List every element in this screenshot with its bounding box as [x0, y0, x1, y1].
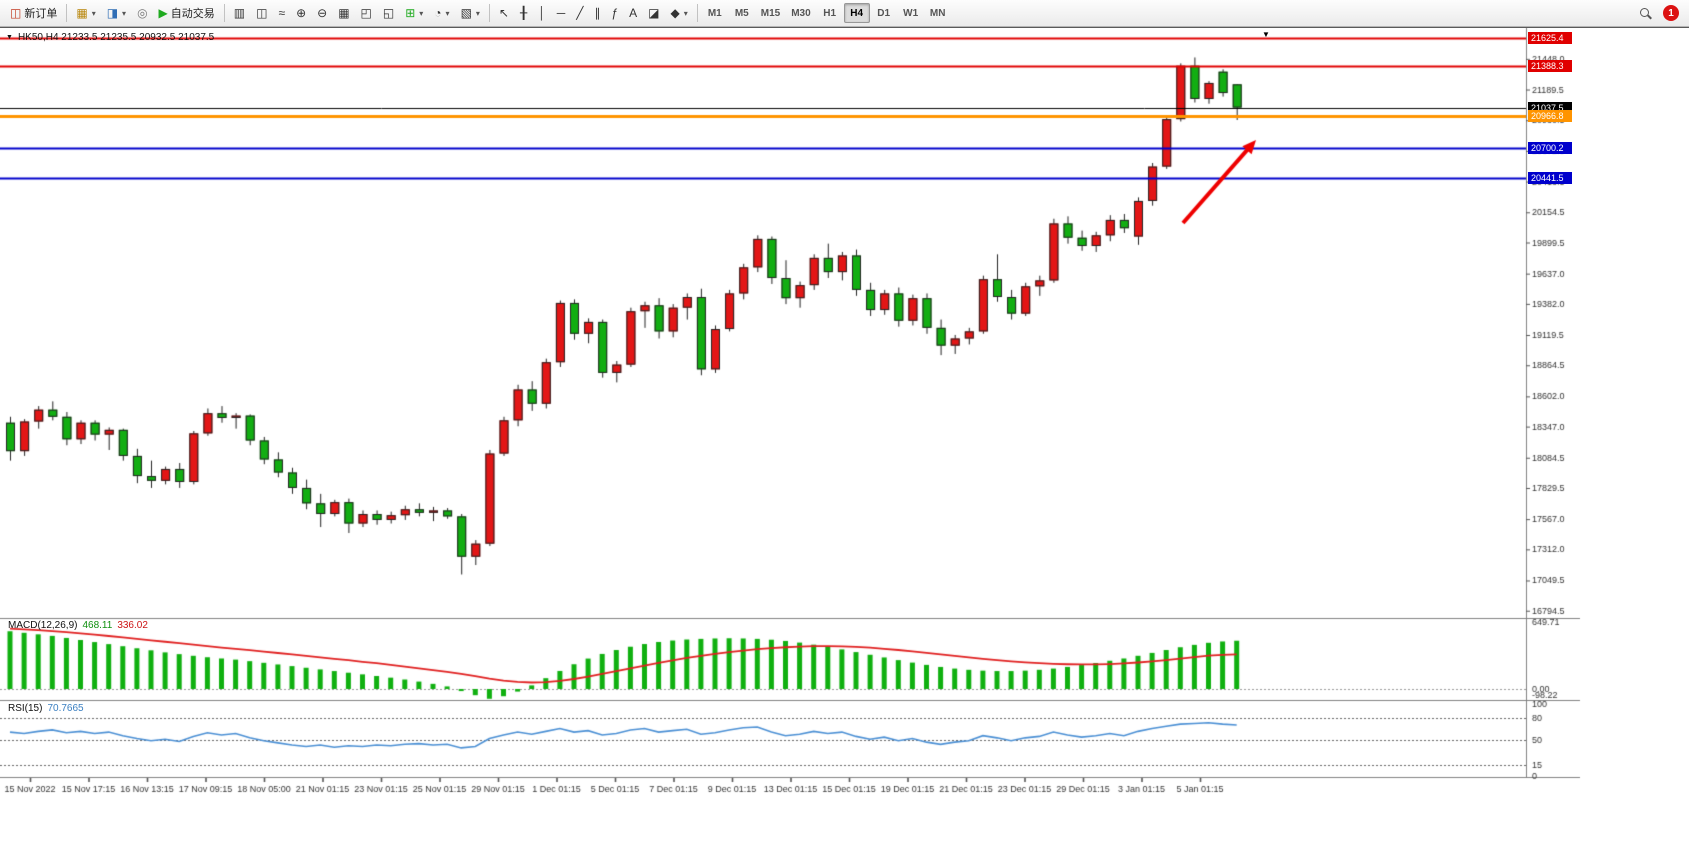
label-button[interactable]: ◪ [643, 2, 664, 24]
rsi-value: 70.7665 [47, 703, 84, 714]
new-chart-icon: ▦ [76, 6, 88, 20]
crosshair-button[interactable]: ╂ [515, 2, 532, 24]
cascade-windows-icon: ◰ [360, 6, 372, 20]
timeframe-m1-button[interactable]: M1 [702, 3, 728, 23]
dropdown-caret-icon: ▾ [91, 8, 96, 18]
scroll-to-end-icon[interactable]: ▼ [1262, 30, 1270, 39]
horizontal-line-button[interactable]: ─ [552, 2, 571, 24]
bar-chart-button[interactable]: ▥ [229, 2, 250, 24]
dropdown-caret-icon: ▾ [683, 8, 688, 18]
zoom-in-icon: ⊕ [296, 6, 307, 20]
chart-title: ▼ HK50,H4 21233.5 21235.5 20932.5 21037.… [6, 32, 214, 43]
new-order-button[interactable]: ◫ 新订单 [5, 2, 62, 24]
dropdown-caret-icon: ▾ [122, 8, 127, 18]
refresh-icon: ◎ [137, 6, 148, 20]
vertical-line-icon: │ [538, 6, 546, 20]
shapes-button[interactable]: ◆ ▾ [666, 2, 693, 24]
timeframe-m15-button[interactable]: M15 [756, 3, 785, 23]
macd-indicator-label: MACD(12,26,9) 468.11 336.02 [8, 620, 148, 631]
text-icon: A [629, 6, 638, 20]
timeframe-d1-button[interactable]: D1 [871, 3, 897, 23]
new-order-button-label: 新订单 [24, 8, 58, 20]
new-order-icon: ◫ [10, 6, 22, 20]
periods-button[interactable]: ◔ ▾ [429, 2, 454, 24]
macd-signal-value: 336.02 [117, 620, 148, 631]
channel-icon: ∥ [594, 6, 601, 20]
macd-main-value: 468.11 [82, 620, 113, 631]
search-button[interactable] [1634, 2, 1657, 24]
toolbar-separator [66, 4, 68, 22]
arrange-windows-button[interactable]: ◱ [378, 2, 399, 24]
toolbar-separator [223, 4, 225, 22]
label-icon: ◪ [648, 6, 660, 20]
clock-icon: ◔ [434, 6, 442, 20]
price-level-badge-support-line: 20700.2 [1528, 141, 1572, 154]
fibonacci-icon: ƒ [611, 6, 619, 20]
toolbar-separator [488, 4, 490, 22]
channel-button[interactable]: ∥ [589, 2, 605, 24]
dropdown-caret-icon: ▾ [419, 8, 424, 18]
autotrading-play-icon: ▶ [158, 6, 168, 20]
price-level-badge-support-line: 20441.5 [1528, 172, 1572, 185]
line-chart-button[interactable]: ≈ [273, 2, 290, 24]
zoom-out-button[interactable]: ⊖ [312, 2, 332, 24]
price-level-badge-resistance-line: 21388.3 [1528, 59, 1572, 72]
refresh-button[interactable]: ◎ [132, 2, 152, 24]
templates-button[interactable]: ▧ ▾ [456, 2, 485, 24]
templates-icon: ▧ [460, 6, 472, 20]
line-chart-icon: ≈ [278, 6, 286, 20]
macd-name: MACD(12,26,9) [8, 620, 78, 631]
timeframe-mn-button[interactable]: MN [925, 3, 951, 23]
arrange-windows-icon: ◱ [382, 6, 395, 20]
notification-badge: 1 [1663, 5, 1679, 21]
tile-windows-button[interactable]: ▦ [333, 2, 354, 24]
rsi-indicator-label: RSI(15) 70.7665 [8, 703, 84, 714]
cursor-icon: ↖ [498, 6, 509, 20]
profiles-icon: ◨ [106, 6, 119, 20]
horizontal-line-icon: ─ [556, 6, 566, 20]
new-chart-button[interactable]: ▦ ▾ [71, 2, 100, 24]
dropdown-caret-icon: ▾ [445, 8, 450, 18]
timeframe-m5-button[interactable]: M5 [729, 3, 755, 23]
zoom-out-icon: ⊖ [317, 6, 328, 20]
tile-windows-icon: ▦ [338, 6, 350, 20]
fibonacci-button[interactable]: ƒ [606, 2, 623, 24]
cursor-button[interactable]: ↖ [494, 2, 514, 24]
profiles-button[interactable]: ◨ ▾ [102, 2, 131, 24]
chart-title-text: HK50,H4 21233.5 21235.5 20932.5 21037.5 [17, 32, 215, 43]
timeframe-h4-button[interactable]: H4 [843, 3, 870, 23]
cascade-windows-button[interactable]: ◰ [356, 2, 377, 24]
text-button[interactable]: A [624, 2, 642, 24]
indicators-icon: ⊞ [405, 6, 416, 20]
trendline-button[interactable]: ╱ [571, 2, 588, 24]
candlestick-icon: ◫ [256, 6, 268, 20]
chart-window: ▼ HK50,H4 21233.5 21235.5 20932.5 21037.… [0, 27, 1689, 867]
timeframe-h1-button[interactable]: H1 [817, 3, 843, 23]
dropdown-caret-icon: ▾ [475, 8, 480, 18]
main-toolbar: ◫ 新订单 ▦ ▾ ◨ ▾ ◎ ▶ 自动交易 ▥ ◫ ≈ ⊕ ⊖ ▦ ◰ ◱ ⊞ ▾ ◔ ▾ ▧ ▾ ↖ ╂ │ ─ ╱ ∥ ƒ A ◪ ◆ ▾ M… [0, 0, 1689, 27]
notifications-button[interactable]: 1 [1658, 2, 1684, 24]
price-level-badge-resistance-line: 21625.4 [1528, 31, 1572, 44]
toolbar-separator [696, 4, 698, 22]
timeframe-w1-button[interactable]: W1 [898, 3, 924, 23]
candlestick-chart-button[interactable]: ◫ [251, 2, 272, 24]
search-icon [1639, 7, 1652, 20]
vertical-line-button[interactable]: │ [533, 2, 551, 24]
bar-chart-icon: ▥ [233, 6, 246, 20]
indicators-button[interactable]: ⊞ ▾ [400, 2, 428, 24]
crosshair-icon: ╂ [519, 6, 528, 20]
rsi-name: RSI(15) [8, 703, 43, 714]
autotrading-button[interactable]: ▶ 自动交易 [154, 2, 220, 24]
price-chart-canvas[interactable] [0, 28, 1689, 867]
shapes-icon: ◆ [670, 6, 680, 20]
trendline-icon: ╱ [576, 6, 584, 20]
autotrading-button-label: 自动交易 [170, 8, 215, 20]
chart-dropdown-icon[interactable]: ▼ [6, 34, 13, 41]
timeframe-m30-button[interactable]: M30 [786, 3, 815, 23]
zoom-in-button[interactable]: ⊕ [291, 2, 311, 24]
price-level-badge-support-line: 20966.8 [1528, 109, 1572, 122]
